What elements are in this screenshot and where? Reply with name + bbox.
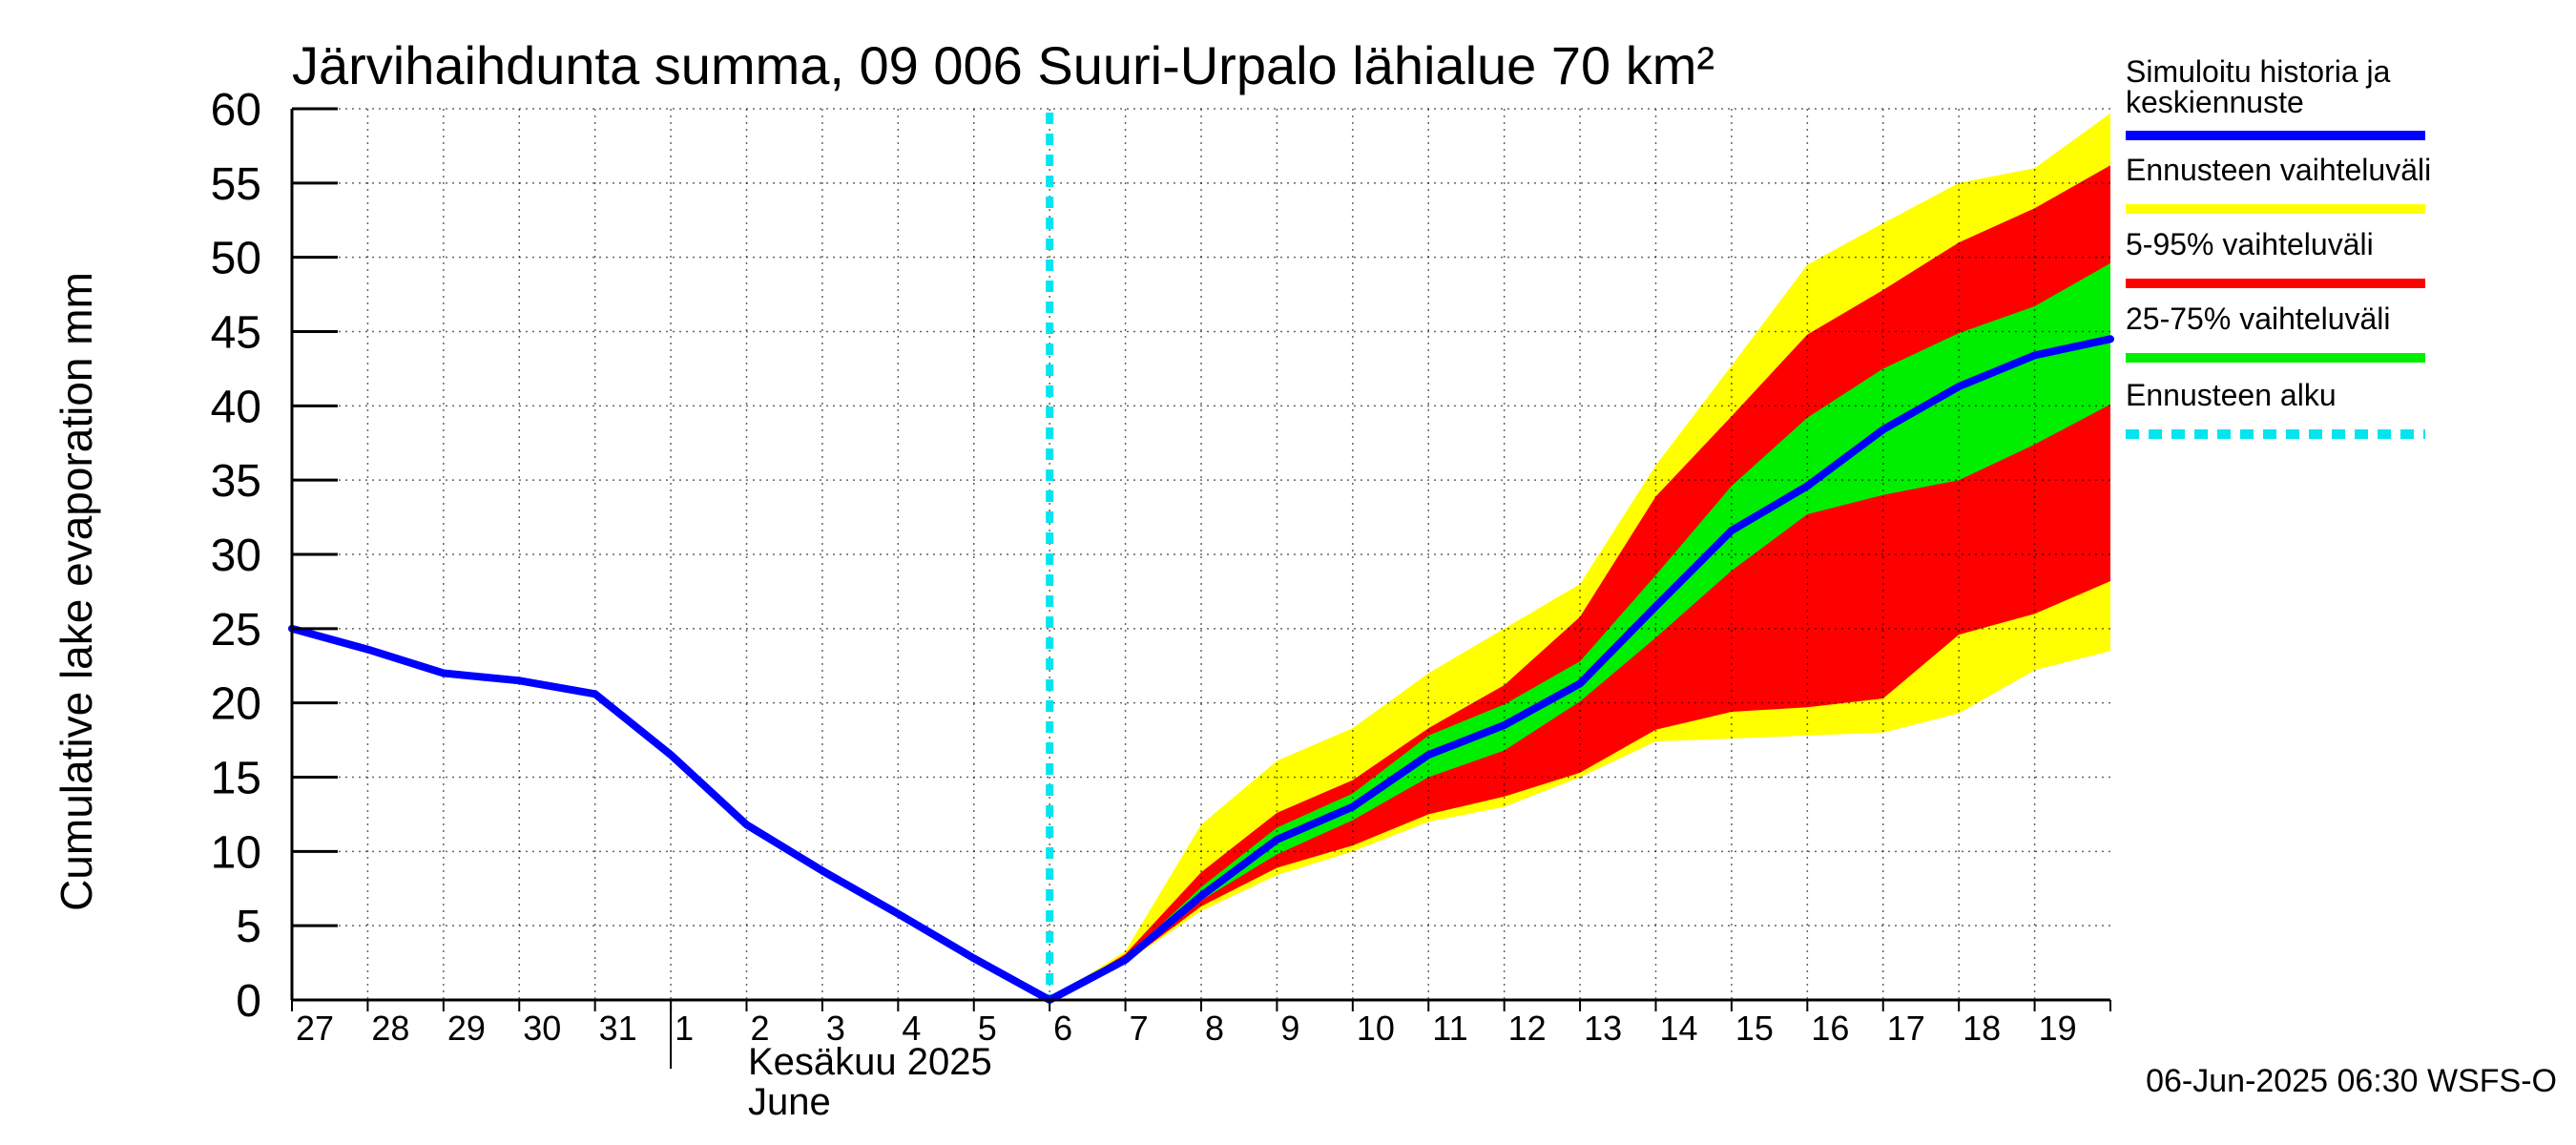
series-line-median (288, 335, 2114, 1004)
x-tick-label-1: 1 (675, 1009, 694, 1048)
x-tick-label-31: 31 (599, 1009, 637, 1048)
y-tick-label-0: 0 (236, 976, 261, 1027)
band-25-75-vaihteluv-li (1049, 262, 2110, 1000)
legend-label-ennusteen-vaihteluv-li: Ennusteen vaihteluväli (2126, 153, 2431, 187)
legend-label-simuloitu-historia-ja-keskiennuste-line2: keskiennuste (2126, 85, 2304, 119)
x-tick-label-27: 27 (296, 1009, 334, 1048)
x-tick-label-30: 30 (523, 1009, 561, 1048)
x-tick-label-9: 9 (1280, 1009, 1299, 1048)
x-tick-label-12: 12 (1508, 1009, 1547, 1048)
series-lines (288, 335, 2114, 1004)
x-tick-label-19: 19 (2039, 1009, 2077, 1048)
legend-label-ennusteen-alku: Ennusteen alku (2126, 378, 2337, 412)
x-tick-label-3: 3 (826, 1009, 845, 1048)
x-tick-label-4: 4 (902, 1009, 921, 1048)
x-tick-label-15: 15 (1735, 1009, 1774, 1048)
grid-lines (292, 108, 2110, 1000)
chart-title: Järvihaihdunta summa, 09 006 Suuri-Urpal… (292, 35, 1714, 95)
x-tick-label-10: 10 (1357, 1009, 1395, 1048)
y-tick-label-15: 15 (211, 754, 261, 804)
x-tick-label-29: 29 (447, 1009, 486, 1048)
legend-label-5-95-vaihteluv-li: 5-95% vaihteluväli (2126, 227, 2374, 261)
y-tick-label-50: 50 (211, 234, 261, 284)
x-tick-label-6: 6 (1053, 1009, 1072, 1048)
x-tick-label-7: 7 (1130, 1009, 1149, 1048)
timestamp-footer: 06-Jun-2025 06:30 WSFS-O (2146, 1063, 2557, 1099)
y-tick-label-25: 25 (211, 605, 261, 656)
x-tick-label-17: 17 (1887, 1009, 1925, 1048)
y-tick-label-10: 10 (211, 827, 261, 878)
legend-label-simuloitu-historia-ja-keskiennuste-line1: Simuloitu historia ja (2126, 54, 2391, 89)
y-axis-label: Cumulative lake evaporation mm (52, 272, 101, 911)
y-tick-label-40: 40 (211, 382, 261, 432)
forecast-bands (1049, 113, 2110, 1000)
y-tick-label-55: 55 (211, 159, 261, 210)
y-tick-label-35: 35 (211, 456, 261, 507)
x-tick-label-28: 28 (371, 1009, 409, 1048)
y-axis-ticks: 0 5 10 15 20 25 30 35 40 45 50 55 60 (211, 85, 338, 1027)
x-tick-label-18: 18 (1963, 1009, 2001, 1048)
legend-label-25-75-vaihteluv-li: 25-75% vaihteluväli (2126, 302, 2391, 336)
x-tick-label-11: 11 (1432, 1009, 1467, 1048)
y-tick-label-5: 5 (236, 902, 261, 952)
x-axis-ticks: 27 28 29 30 31 1 2 3 4 5 6 7 8 9 10 11 12 13 14 15 16 17 18 19 (291, 1000, 2111, 1048)
y-tick-label-30: 30 (211, 531, 261, 581)
y-tick-label-20: 20 (211, 679, 261, 730)
month-label-en: June (748, 1081, 831, 1123)
month-label-fi: Kesäkuu 2025 (748, 1041, 992, 1083)
y-tick-label-45: 45 (211, 308, 261, 359)
x-tick-label-16: 16 (1811, 1009, 1849, 1048)
x-tick-label-8: 8 (1205, 1009, 1224, 1048)
x-tick-label-13: 13 (1584, 1009, 1622, 1048)
band-5-95-vaihteluv-li (1049, 165, 2110, 1000)
x-tick-label-5: 5 (978, 1009, 997, 1048)
x-tick-label-2: 2 (751, 1009, 770, 1048)
y-tick-label-60: 60 (211, 85, 261, 135)
x-tick-label-14: 14 (1660, 1009, 1698, 1048)
